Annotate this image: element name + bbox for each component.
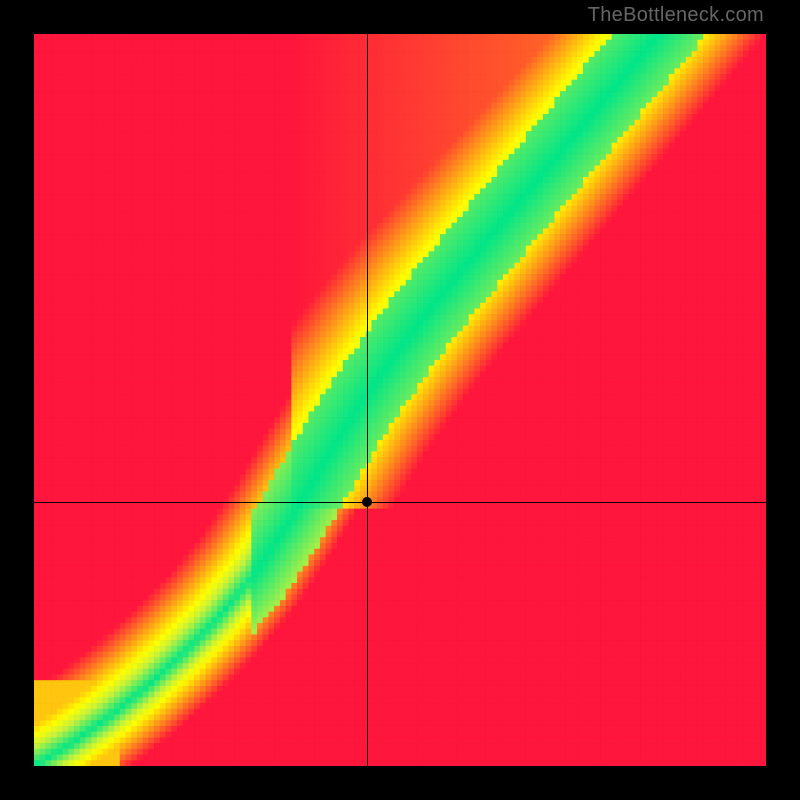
plot-area [34,34,766,766]
chart-outer: TheBottleneck.com [0,0,800,800]
heatmap-canvas [34,34,766,766]
watermark-text: TheBottleneck.com [588,4,764,27]
